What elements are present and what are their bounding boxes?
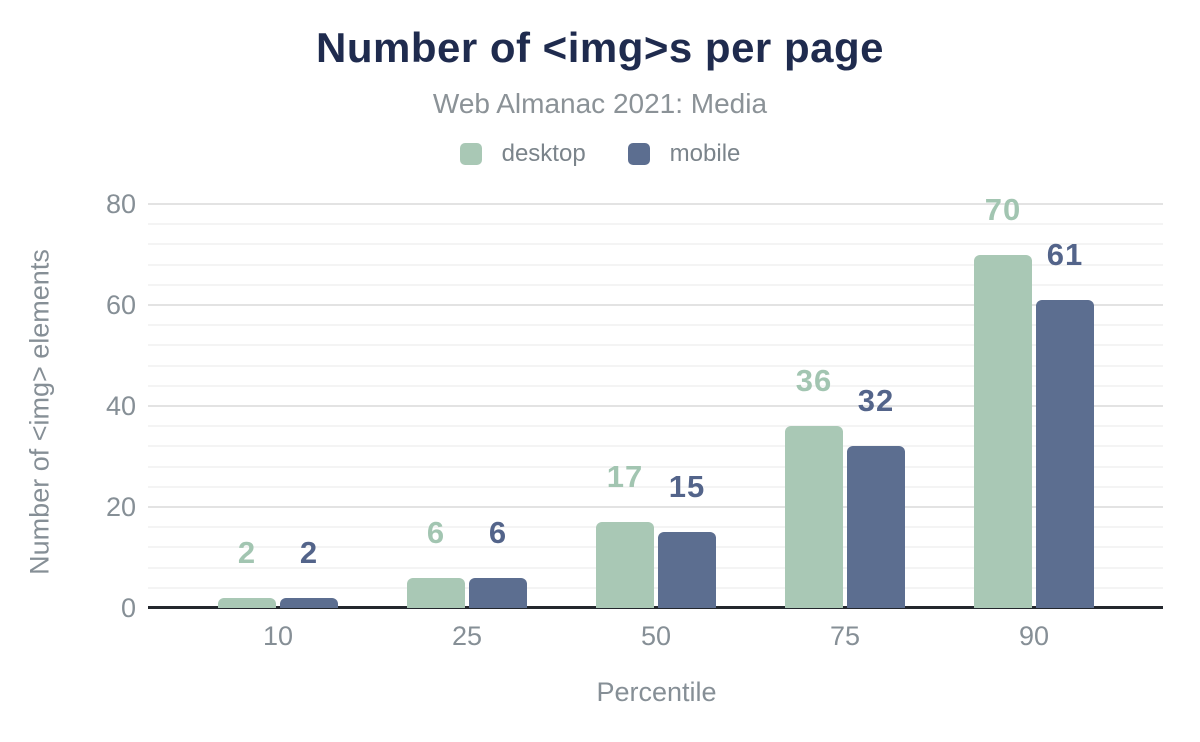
- gridline-major: [148, 203, 1163, 205]
- gridline-minor: [148, 485, 1163, 488]
- bar-desktop-p25[interactable]: [407, 577, 465, 608]
- legend-swatch-mobile: [627, 143, 650, 165]
- legend: desktop mobile: [0, 140, 1200, 168]
- value-label-desktop-p25: 6: [426, 514, 446, 550]
- value-label-desktop-p50: 17: [606, 459, 644, 495]
- chart-title: Number of <img>s per page: [316, 24, 884, 71]
- legend-item-desktop[interactable]: desktop: [459, 140, 586, 168]
- legend-label: mobile: [669, 140, 741, 167]
- value-label-mobile-p25: 6: [488, 514, 508, 550]
- chart-subtitle: Web Almanac 2021: Media: [432, 88, 768, 119]
- bar-mobile-p10[interactable]: [280, 597, 338, 608]
- value-label-desktop-p10: 2: [237, 534, 257, 570]
- value-label-mobile-p50: 15: [668, 469, 706, 505]
- gridline-minor: [148, 283, 1163, 286]
- bar-mobile-p25[interactable]: [469, 577, 527, 608]
- bar-desktop-p10[interactable]: [218, 597, 276, 608]
- gridline-minor: [148, 425, 1163, 428]
- gridline-minor: [148, 586, 1163, 589]
- x-tick-label: 75: [829, 621, 861, 651]
- gridline-minor: [148, 223, 1163, 226]
- gridline-major: [148, 506, 1163, 508]
- gridline-minor: [148, 344, 1163, 347]
- x-axis-line: [148, 606, 1163, 609]
- gridline-minor: [148, 526, 1163, 529]
- gridline-minor: [148, 445, 1163, 448]
- gridline-minor: [148, 546, 1163, 549]
- x-tick-label: 50: [640, 621, 672, 651]
- bar-mobile-p90[interactable]: [1036, 299, 1094, 608]
- legend-swatch-desktop: [459, 143, 482, 165]
- legend-item-mobile[interactable]: mobile: [627, 140, 741, 168]
- value-label-mobile-p75: 32: [857, 383, 895, 419]
- y-tick-label: 40: [105, 391, 136, 421]
- bar-mobile-p50[interactable]: [658, 532, 716, 608]
- x-tick-label: 90: [1018, 621, 1050, 651]
- value-label-desktop-p90: 70: [984, 191, 1022, 227]
- bar-desktop-p50[interactable]: [596, 522, 654, 608]
- gridline-minor: [148, 324, 1163, 327]
- gridline-minor: [148, 384, 1163, 387]
- gridline-minor: [148, 566, 1163, 569]
- bar-mobile-p75[interactable]: [847, 446, 905, 608]
- bar-desktop-p75[interactable]: [785, 426, 843, 608]
- gridline-major: [148, 405, 1163, 407]
- gridline-minor: [148, 364, 1163, 367]
- y-tick-label: 0: [120, 593, 136, 623]
- y-tick-label: 60: [105, 290, 136, 320]
- gridline-minor: [148, 263, 1163, 266]
- y-tick-label: 20: [105, 492, 136, 522]
- bar-desktop-p90[interactable]: [974, 254, 1032, 608]
- gridline-minor: [148, 243, 1163, 246]
- value-label-mobile-p10: 2: [299, 534, 319, 570]
- gridline-major: [148, 304, 1163, 306]
- x-axis-title: Percentile: [596, 677, 717, 707]
- value-label-desktop-p75: 36: [795, 363, 833, 399]
- value-label-mobile-p90: 61: [1046, 236, 1084, 272]
- legend-label: desktop: [501, 140, 586, 167]
- x-tick-label: 25: [451, 621, 483, 651]
- x-tick-label: 10: [262, 621, 294, 651]
- y-tick-label: 80: [105, 189, 136, 219]
- gridline-minor: [148, 465, 1163, 468]
